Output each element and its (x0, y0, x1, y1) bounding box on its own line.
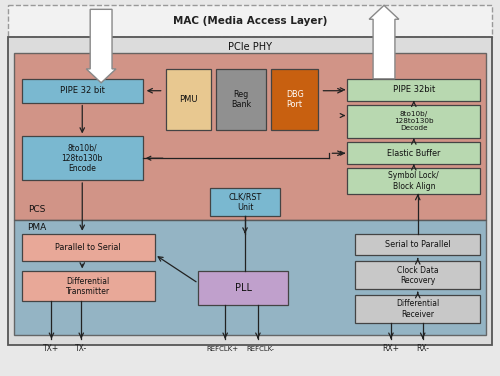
Text: PMU: PMU (179, 95, 198, 104)
Text: Parallel to Serial: Parallel to Serial (56, 243, 121, 252)
Text: DBG
Port: DBG Port (286, 90, 304, 109)
Bar (22, 79, 143, 103)
Text: Elastic Buffer: Elastic Buffer (387, 149, 440, 158)
Text: 8to10b/
128to130b
Encode: 8to10b/ 128to130b Encode (62, 143, 103, 173)
Text: Differential
Receiver: Differential Receiver (396, 299, 440, 319)
Bar (8, 5, 492, 37)
Bar (348, 79, 480, 101)
Text: MAC (Media Access Layer): MAC (Media Access Layer) (173, 16, 327, 26)
Text: Differential
Transmitter: Differential Transmitter (66, 277, 110, 296)
Text: Symbol Lock/
Block Align: Symbol Lock/ Block Align (388, 171, 439, 191)
Text: PIPE 32bit: PIPE 32bit (392, 85, 435, 94)
Text: RX+: RX+ (382, 344, 400, 353)
Text: REFCLK-: REFCLK- (246, 346, 274, 352)
Bar (355, 261, 480, 289)
Text: PIPE 32 bit: PIPE 32 bit (60, 86, 104, 95)
Text: REFCLK+: REFCLK+ (206, 346, 238, 352)
Bar (355, 295, 480, 323)
Text: TX-: TX- (75, 344, 88, 353)
Bar (210, 188, 280, 216)
FancyArrow shape (86, 9, 116, 83)
Bar (348, 143, 480, 164)
Bar (216, 69, 266, 130)
Text: PCS: PCS (28, 205, 46, 214)
Text: PLL: PLL (234, 283, 252, 293)
Bar (22, 136, 143, 180)
Text: Serial to Parallel: Serial to Parallel (385, 240, 450, 249)
Text: PCIe PHY: PCIe PHY (228, 42, 272, 52)
Text: RX-: RX- (416, 344, 429, 353)
Bar (14, 220, 486, 335)
Bar (348, 105, 480, 138)
Text: Reg
Bank: Reg Bank (231, 90, 251, 109)
Text: PMA: PMA (27, 223, 46, 232)
Bar (22, 233, 154, 261)
Bar (271, 69, 318, 130)
Bar (14, 53, 486, 220)
Bar (166, 69, 212, 130)
Bar (355, 233, 480, 256)
Text: CLK/RST
Unit: CLK/RST Unit (228, 192, 262, 212)
FancyArrow shape (369, 5, 399, 79)
Text: 8to10b/
128to130b
Decode: 8to10b/ 128to130b Decode (394, 112, 434, 132)
Bar (8, 37, 492, 345)
Text: Clock Data
Recovery: Clock Data Recovery (397, 266, 438, 285)
Text: TX+: TX+ (44, 344, 60, 353)
Bar (22, 271, 154, 301)
Bar (198, 271, 288, 305)
Bar (348, 168, 480, 194)
